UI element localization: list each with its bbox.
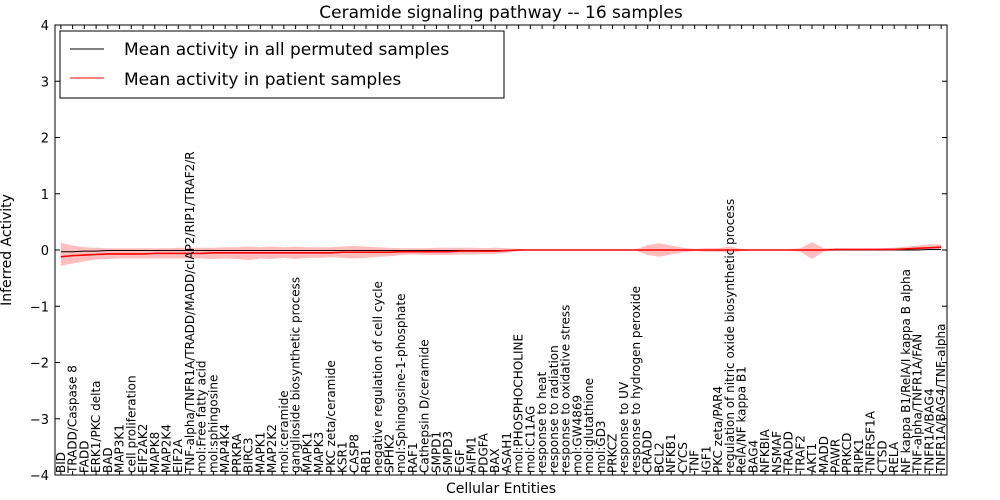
x-category-label: PRKCD [840,433,854,473]
x-category-label: mol:Sphingosine-1-phosphate [394,294,408,473]
x-category-label: AKT1 [805,443,819,473]
x-category-label: MAP3K1 [113,424,127,473]
x-category-label: ASAH1 [500,432,514,473]
x-category-label: MAP2K4 [160,424,174,473]
x-category-label: PAWR [829,439,843,473]
x-category-label: BID [54,452,68,473]
legend: Mean activity in all permuted samples Me… [59,30,505,99]
x-category-label: TRAF2 [793,435,807,474]
patient-mean-line [60,246,942,258]
x-category-label: BIRC3 [242,437,256,473]
x-category-label: AIFM1 [465,436,479,473]
x-category-label: CYCS [676,442,690,473]
y-axis: −4 −3 −2 −1 0 1 2 3 4 [30,19,947,484]
x-category-label: MAP2K2 [265,424,279,473]
x-category-label: RELA [887,441,901,473]
x-category-label: BCL2 [652,442,666,473]
x-category-label: TNFR1A/BAG4/TNF-alpha [934,324,948,474]
x-category-label: SMPD1 [429,431,443,473]
x-category-label: NF kappa B1/RelA/I kappa B alpha [899,269,913,473]
x-category-label: SPHK2 [383,434,397,473]
x-category-label: response to heat [535,371,549,473]
x-category-label: TNF-alpha/TNFR1A/FAN [911,334,925,474]
x-category-label: TRADD [782,431,796,474]
y-tick-label: −4 [30,469,49,484]
x-category-label: PKC zeta/ceramide [324,360,338,473]
x-category-label: PDGFA [476,432,490,473]
x-category-label: FADD [77,440,91,473]
x-category-label: BAX [488,448,502,473]
x-category-label: PRKRA [230,433,244,473]
x-category-label: mol:GD3 [594,420,608,473]
x-category-label: TNFR1A/BAG4 [922,388,936,474]
legend-label-permuted: Mean activity in all permuted samples [124,40,449,60]
y-tick-label: 3 [41,75,49,90]
x-category-label: CRADD [641,430,655,473]
x-category-label: cell proliferation [124,375,138,473]
x-category-label: NFKB1 [664,433,678,473]
x-category-label: Cathepsin D/ceramide [418,339,432,473]
y-tick-label: −2 [30,357,49,372]
x-category-label: response to oxidative stress [559,305,573,473]
x-category-label: response to hydrogen peroxide [629,286,643,473]
x-category-label: MAPK8 [148,432,162,473]
x-category-label: IGF1 [699,446,713,473]
x-category-label: ERK1/PKC delta [89,380,103,473]
y-tick-label: 1 [41,188,49,203]
x-category-label: ganglioside biosynthetic process [289,277,303,473]
x-category-label: NSMAF [770,431,784,473]
x-category-label: mol:Free fatty acid [195,360,209,472]
x-category-label: BAD [101,447,115,473]
x-category-label: CTSD [875,440,889,473]
x-category-label: NFKBIA [758,428,772,473]
patient-band-layer [60,242,942,266]
x-category-label: RelA/NF kappa B1 [735,366,749,473]
x-category-label: TRADD/Caspase 8 [66,365,80,474]
x-category-label: regulation of nitric oxide biosynthetic … [723,199,737,473]
x-category-label: CASP8 [347,434,361,473]
x-category-label: mol:GW4869 [570,395,584,473]
x-category-label: PRKCZ [606,434,620,473]
x-category-label: response to UV [617,381,631,473]
y-tick-label: 2 [41,132,49,147]
patient-activity-band [60,242,942,266]
x-category-label: mol:PHOSPHOCHOLINE [512,334,526,473]
y-axis-label: Inferred Activity [0,194,15,306]
x-category-label: MAP4K4 [218,424,232,473]
x-category-label: SMPD3 [441,431,455,473]
x-category-label: RB1 [359,449,373,473]
series-layer [60,246,942,258]
x-category-label: TNF [688,450,702,474]
x-category-label: MAPK1 [300,432,314,473]
x-category-label: mol:C11AG [523,406,537,473]
chart-title: Ceramide signaling pathway -- 16 samples [319,3,683,23]
x-category-label: MAPK1 [253,432,267,473]
legend-label-patient: Mean activity in patient samples [124,70,401,90]
x-category-label: MAPK3 [312,432,326,473]
x-category-label: TNF-alpha/TNFR1A/TRADD/MADD/cIAP2/RIP1/T… [183,151,197,474]
x-category-label: mol:ceramide [277,390,291,473]
x-category-label: RIPK1 [852,438,866,473]
x-category-label: EIF2A [171,438,185,473]
x-category-label: TNFRSF1A [864,410,878,474]
x-category-label: BAG4 [746,440,760,473]
x-category-label: mol:sphingosine [206,375,220,473]
y-tick-label: 0 [41,244,49,259]
x-category-label: response to radiation [547,345,561,473]
x-category-label: PKC zeta/PAR4 [711,386,725,473]
x-category-label: negative regulation of cell cycle [371,281,385,473]
x-axis-label: Cellular Entities [446,481,556,497]
x-category-label: mol:glutathione [582,378,596,473]
x-category-label: MADD [817,436,831,473]
y-tick-label: 4 [41,19,49,34]
y-tick-label: −1 [30,300,49,315]
x-category-label: EIF2AK2 [136,424,150,473]
y-tick-label: −3 [30,413,49,428]
x-category-label: EGF [453,449,467,473]
x-category-label: RAF1 [406,442,420,473]
legend-box [59,30,505,99]
x-category-label: KSR1 [336,442,350,473]
